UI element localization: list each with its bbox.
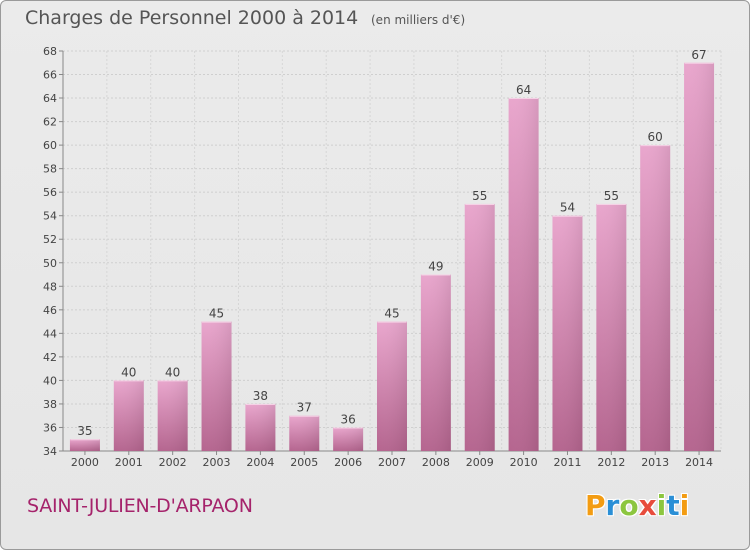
x-tick-label: 2006 bbox=[334, 456, 362, 469]
y-tick-label: 46 bbox=[43, 304, 57, 317]
x-tick-label: 2011 bbox=[553, 456, 581, 469]
value-label: 37 bbox=[297, 401, 312, 415]
bar-shade bbox=[420, 274, 451, 451]
bar-shade bbox=[552, 215, 583, 451]
y-tick-label: 48 bbox=[43, 280, 57, 293]
y-tick-label: 44 bbox=[43, 327, 57, 340]
value-label: 54 bbox=[560, 201, 575, 215]
x-tick-label: 2004 bbox=[246, 456, 274, 469]
value-label: 67 bbox=[691, 48, 706, 62]
x-tick-label: 2002 bbox=[159, 456, 187, 469]
bar-shade bbox=[289, 415, 320, 451]
bar-shade bbox=[596, 203, 627, 451]
bars bbox=[69, 62, 715, 451]
value-label: 55 bbox=[472, 189, 487, 203]
bar-shade bbox=[508, 98, 539, 451]
bar-shade bbox=[201, 321, 232, 451]
y-tick-label: 38 bbox=[43, 398, 57, 411]
bar-shade bbox=[245, 403, 276, 451]
bar-shade bbox=[113, 380, 144, 451]
y-tick-label: 58 bbox=[43, 163, 57, 176]
data-labels: 35 40 40 45 38 37 36 45 49 55 64 54 55 60 67 bbox=[77, 48, 706, 438]
y-tick-label: 34 bbox=[43, 445, 57, 458]
x-tick-label: 2000 bbox=[71, 456, 99, 469]
bar-shade bbox=[640, 145, 671, 451]
bar-shade bbox=[157, 380, 188, 451]
logo-letter: P bbox=[585, 489, 606, 522]
chart-title: Charges de Personnel 2000 à 2014 bbox=[25, 7, 359, 29]
x-tick-label: 2013 bbox=[641, 456, 669, 469]
value-label: 35 bbox=[77, 424, 92, 438]
x-tick-label: 2010 bbox=[510, 456, 538, 469]
municipality-name: SAINT-JULIEN-D'ARPAON bbox=[27, 495, 253, 517]
axes: 34 36 38 40 42 44 46 48 50 52 54 56 58 60 62 64 66 68 2000… bbox=[43, 45, 721, 469]
logo-letter: i bbox=[656, 489, 667, 522]
y-tick-label: 36 bbox=[43, 421, 57, 434]
logo-letter: t bbox=[666, 489, 680, 522]
value-label: 49 bbox=[428, 260, 443, 274]
y-tick-label: 60 bbox=[43, 139, 57, 152]
x-tick-label: 2005 bbox=[290, 456, 318, 469]
logo-letter: x bbox=[638, 489, 657, 522]
y-tick-label: 68 bbox=[43, 45, 57, 58]
y-tick-label: 66 bbox=[43, 69, 57, 82]
y-tick-label: 52 bbox=[43, 233, 57, 246]
value-label: 40 bbox=[165, 365, 180, 379]
y-tick-label: 62 bbox=[43, 116, 57, 129]
bar-shade bbox=[333, 427, 364, 451]
value-label: 45 bbox=[384, 307, 399, 321]
x-tick-label: 2003 bbox=[203, 456, 231, 469]
value-label: 45 bbox=[209, 307, 224, 321]
logo-letter: i bbox=[679, 489, 690, 522]
value-label: 55 bbox=[604, 189, 619, 203]
value-label: 64 bbox=[516, 83, 531, 97]
y-tick-label: 64 bbox=[43, 92, 57, 105]
x-tick-label: 2009 bbox=[466, 456, 494, 469]
value-label: 38 bbox=[253, 389, 268, 403]
value-label: 60 bbox=[648, 130, 663, 144]
x-tick-label: 2001 bbox=[115, 456, 143, 469]
logo-letter: r bbox=[605, 489, 620, 522]
x-tick-label: 2007 bbox=[378, 456, 406, 469]
x-tick-label: 2012 bbox=[597, 456, 625, 469]
value-label: 36 bbox=[340, 412, 355, 426]
y-tick-label: 40 bbox=[43, 374, 57, 387]
value-label: 40 bbox=[121, 365, 136, 379]
y-tick-label: 42 bbox=[43, 351, 57, 364]
bar-shade bbox=[684, 62, 715, 451]
bar-shade bbox=[69, 439, 100, 451]
x-tick-label: 2014 bbox=[685, 456, 713, 469]
bar-shade bbox=[377, 321, 407, 451]
x-tick-label: 2008 bbox=[422, 456, 450, 469]
logo-letter: o bbox=[619, 489, 639, 522]
chart-subtitle: (en milliers d'€) bbox=[371, 13, 466, 27]
proxiti-logo: Proxiti bbox=[585, 489, 689, 522]
y-tick-label: 56 bbox=[43, 186, 57, 199]
y-tick-label: 50 bbox=[43, 257, 57, 270]
y-tick-label: 54 bbox=[43, 210, 57, 223]
bar-shade bbox=[464, 203, 495, 451]
